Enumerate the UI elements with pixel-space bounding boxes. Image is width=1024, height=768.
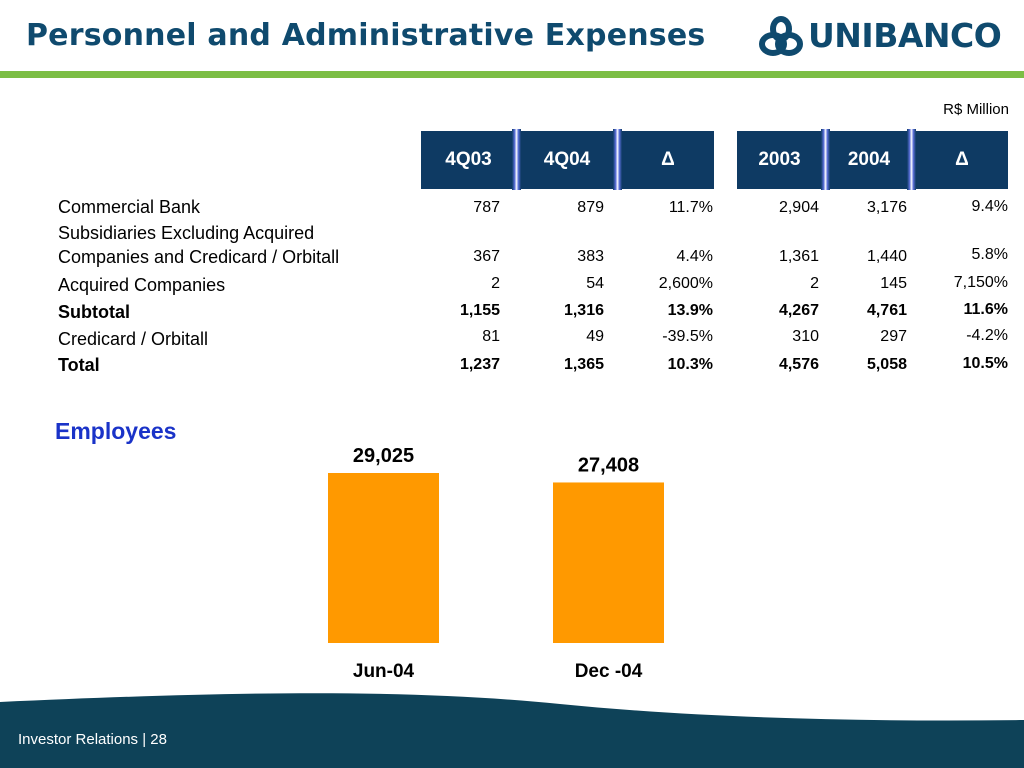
table-cell: 54: [586, 275, 604, 292]
footer-label: Investor Relations | 28: [18, 731, 167, 748]
column-header-2004: 2004: [830, 131, 908, 189]
table-cell: 2: [810, 275, 819, 292]
header-divider: [0, 71, 1024, 78]
page-title: Personnel and Administrative Expenses: [26, 18, 706, 53]
table-cell: 10.5%: [962, 355, 1008, 372]
table-cell: 367: [473, 248, 500, 265]
table-cell: 3,176: [866, 199, 907, 216]
category-label-1: Dec -04: [575, 661, 643, 682]
row-label-credicard-orbitall: Credicard / Orbitall: [58, 329, 209, 349]
table-cell: 11.7%: [668, 199, 713, 216]
table-cell: 297: [880, 328, 907, 345]
table-cell: 81: [482, 328, 500, 345]
column-header-2003: 2003: [737, 131, 822, 189]
chart-title: Employees: [55, 418, 177, 444]
category-label-0: Jun-04: [353, 661, 415, 682]
column-header-delta-year: Δ: [916, 131, 1008, 189]
table-cell: 145: [880, 275, 907, 292]
table-cell: 1,361: [778, 248, 819, 265]
table-cell: 13.9%: [667, 302, 713, 319]
table-cell: 1,365: [563, 356, 604, 373]
column-separator: [907, 129, 916, 190]
table-cell: 2,600%: [658, 275, 713, 292]
unit-label: R$ Million: [943, 101, 1009, 118]
table-cell: 383: [577, 248, 604, 265]
table-cell: 2,904: [778, 199, 819, 216]
unibanco-logo: UNIBANCO: [756, 12, 1018, 62]
column-separator: [512, 129, 521, 190]
column-separator: [613, 129, 622, 190]
data-label-0: 29,025: [353, 445, 414, 467]
bar-1: [553, 482, 664, 643]
table-cell: 1,316: [563, 302, 604, 319]
table-cell: 2: [491, 275, 500, 292]
row-label-subtotal: Subtotal: [58, 302, 130, 322]
data-label-1: 27,408: [578, 454, 639, 476]
table-cell: 5,058: [866, 356, 907, 373]
table-cell: 7,150%: [953, 274, 1008, 291]
row-label-subsidiaries-line2: Companies and Credicard / Orbitall: [58, 247, 340, 267]
table-cell: 4,576: [778, 356, 819, 373]
column-header-4q03: 4Q03: [421, 131, 516, 189]
table-cell: 1,237: [459, 356, 500, 373]
table-cell: 1,155: [459, 302, 500, 319]
table-cell: 4,267: [778, 302, 819, 319]
row-label-total: Total: [58, 355, 100, 375]
column-header-4q04: 4Q04: [521, 131, 613, 189]
table-cell: 787: [473, 199, 500, 216]
table-cell: 11.6%: [963, 301, 1008, 318]
table-cell: 310: [792, 328, 819, 345]
row-label-acquired-companies: Acquired Companies: [58, 275, 226, 295]
bar-0: [328, 473, 439, 643]
logo-text: UNIBANCO: [808, 16, 1002, 55]
employees-chart: 29,025 Jun-04 27,408 Dec -04: [328, 445, 664, 682]
unibanco-emblem-icon: [759, 16, 803, 56]
table-cell: -4.2%: [966, 327, 1008, 344]
table-cell: 4,761: [866, 302, 907, 319]
table-cell: 1,440: [866, 248, 907, 265]
row-label-commercial-bank: Commercial Bank: [58, 197, 201, 217]
table-cell: 5.8%: [971, 246, 1008, 263]
column-header-delta-quarter: Δ: [622, 131, 714, 189]
table-cell: 49: [586, 328, 604, 345]
table-cell: -39.5%: [662, 328, 713, 345]
table-cell: 10.3%: [667, 356, 713, 373]
table-cell: 4.4%: [676, 248, 713, 265]
footer-band: [0, 693, 1024, 768]
column-separator: [821, 129, 830, 190]
table-cell: 9.4%: [971, 198, 1008, 215]
table-cell: 879: [577, 199, 604, 216]
row-label-subsidiaries: Subsidiaries Excluding Acquired: [58, 223, 315, 243]
